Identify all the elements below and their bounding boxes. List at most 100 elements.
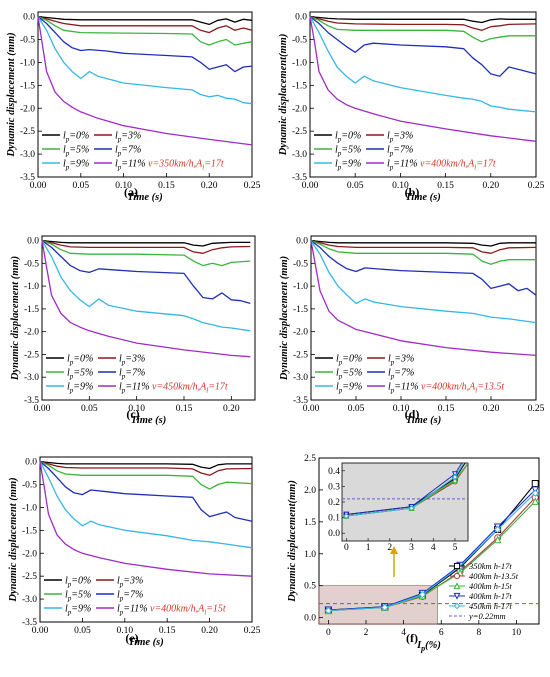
y-axis-label: Dynamic displacement(mm) [287, 480, 298, 603]
y-tick-label: -2.0 [293, 328, 308, 338]
series-line [309, 16, 537, 77]
series-line [310, 239, 536, 265]
legend-label: 400km h-13.5t [469, 571, 519, 581]
x-tick-label: 0.15 [159, 626, 176, 636]
legend-label: lp=3% [387, 131, 413, 144]
x-tick-label: 0.05 [74, 626, 91, 636]
x-tick-label: 0.20 [223, 404, 240, 414]
x-tick-label: 0.15 [158, 181, 175, 191]
y-tick-label: -2.0 [24, 328, 39, 338]
series-line [41, 240, 251, 332]
legend-label: 400km h-15t [469, 581, 512, 591]
legend-label: lp=3% [115, 131, 141, 144]
x-tick-label: 10 [512, 628, 522, 638]
series-line [37, 16, 253, 146]
x-tick-label: 6 [439, 628, 444, 638]
y-tick-label: 0.0 [23, 13, 35, 23]
panel-a: 0.00 0.05 0.10 0.15 0.20 0.25 0.0 -0.5 -1.0 -1.5 -… [6, 11, 261, 203]
y-tick-label: 0.0 [27, 237, 39, 247]
legend-label: lp=0% [336, 354, 362, 367]
plot-frame [310, 235, 537, 401]
x-tick-label: 0.00 [302, 181, 319, 191]
series-line [37, 16, 253, 73]
x-tick-label: 0.20 [201, 626, 218, 636]
series-line [39, 461, 253, 490]
data-point [381, 603, 389, 612]
legend-label: lp=3% [117, 576, 143, 589]
inset-plot: 0 1 2 3 4 5 0.0 0.1 0.2 0.3 0.4 [328, 462, 469, 553]
panel-c: 0.00 0.05 0.10 0.15 0.20 0.0 -0.5 -1.0 -1.5 -2.0 -… [10, 235, 256, 426]
y-tick-label: -2.0 [292, 104, 307, 114]
series-line [41, 240, 251, 358]
legend-label: lp=5% [63, 145, 89, 158]
legend-label: lp=9% [63, 159, 89, 172]
legend-label: lp=0% [335, 131, 361, 144]
y-tick-label: -1.5 [24, 305, 39, 315]
y-tick-label: -2.5 [293, 350, 308, 360]
x-tick-label: 0.25 [244, 181, 261, 191]
x-axis-label: Time (s) [128, 637, 163, 648]
inset-x-tick-label: 5 [453, 543, 458, 553]
y-tick-label: -0.5 [20, 36, 35, 46]
inset-series-line [346, 463, 465, 517]
panel-d: 0.00 0.05 0.10 0.15 0.20 0.25 0.0 -0.5 -1.0 -1.5 -… [279, 235, 545, 426]
y-tick-label: -1.0 [293, 282, 308, 292]
y-tick-label: -0.5 [292, 36, 307, 46]
data-point [493, 525, 502, 534]
y-tick-label: 0.0 [304, 614, 316, 624]
legend-label: lp=11% [119, 382, 150, 395]
inset-y-tick-label: 0.0 [328, 529, 340, 539]
x-tick-label: 0.15 [438, 404, 455, 414]
y-tick-label: -2.5 [22, 572, 37, 582]
data-point [531, 489, 539, 497]
x-tick-label: 0.25 [528, 181, 545, 191]
condition-annotation: v=350km/h,Al=17t [148, 159, 224, 172]
y-tick-label: -3.0 [22, 595, 37, 605]
data-point [493, 535, 502, 544]
series-line [328, 492, 536, 612]
legend-label: lp=9% [335, 159, 361, 172]
zoom-arrow-head [390, 546, 398, 554]
y-axis-label: Dynamic displacement (mm) [6, 32, 17, 157]
series-line [39, 461, 253, 549]
y-tick-label: -3.0 [293, 373, 308, 383]
y-tick-label: -0.5 [22, 481, 37, 491]
inset-frame [341, 462, 469, 542]
x-tick-label: 0.00 [30, 181, 47, 191]
data-point [531, 480, 539, 488]
y-tick-label: -0.5 [24, 259, 39, 269]
x-tick-label: 2 [364, 628, 369, 638]
x-tick-label: 0.10 [116, 626, 133, 636]
series-line [39, 460, 252, 470]
x-tick-label: 4 [401, 628, 406, 638]
x-tick-label: 0.00 [34, 404, 51, 414]
condition-annotation: v=450km/h,Al=17t [152, 382, 228, 395]
panel-label: (f) [406, 631, 418, 645]
y-tick-label: 0.0 [296, 237, 308, 247]
panel-f: 0 2 4 6 8 100.00.51.01.52.02.5Ip(%)Dynamic di… [287, 454, 540, 653]
series-line [328, 489, 536, 611]
series-line [39, 461, 253, 522]
legend-label: lp=9% [65, 604, 91, 617]
y-tick-label: -1.0 [24, 282, 39, 292]
x-tick-label: 0.05 [81, 404, 98, 414]
x-axis-label: Time (s) [406, 415, 441, 426]
x-tick-label: 0.25 [244, 626, 261, 636]
inset-series-group [343, 463, 468, 519]
y-tick-label: -3.5 [292, 173, 307, 183]
legend-label: 350km h-17t [468, 561, 512, 571]
y-tick-label: -1.0 [22, 503, 37, 513]
y-tick-label: -2.5 [20, 127, 35, 137]
inset-y-tick-label: 0.1 [328, 514, 340, 524]
y-tick-label: -3.5 [22, 618, 37, 628]
inset-y-tick-label: 0.4 [328, 467, 340, 477]
x-tick-label: 0.20 [201, 181, 218, 191]
panel-label: (b) [405, 185, 420, 199]
x-tick-label: 0.10 [115, 181, 132, 191]
legend-label: 400km h-17t [469, 591, 512, 601]
x-tick-label: 0.05 [347, 181, 364, 191]
x-tick-label: 8 [476, 628, 481, 638]
data-point [453, 572, 461, 580]
y-tick-label: -2.0 [20, 104, 35, 114]
